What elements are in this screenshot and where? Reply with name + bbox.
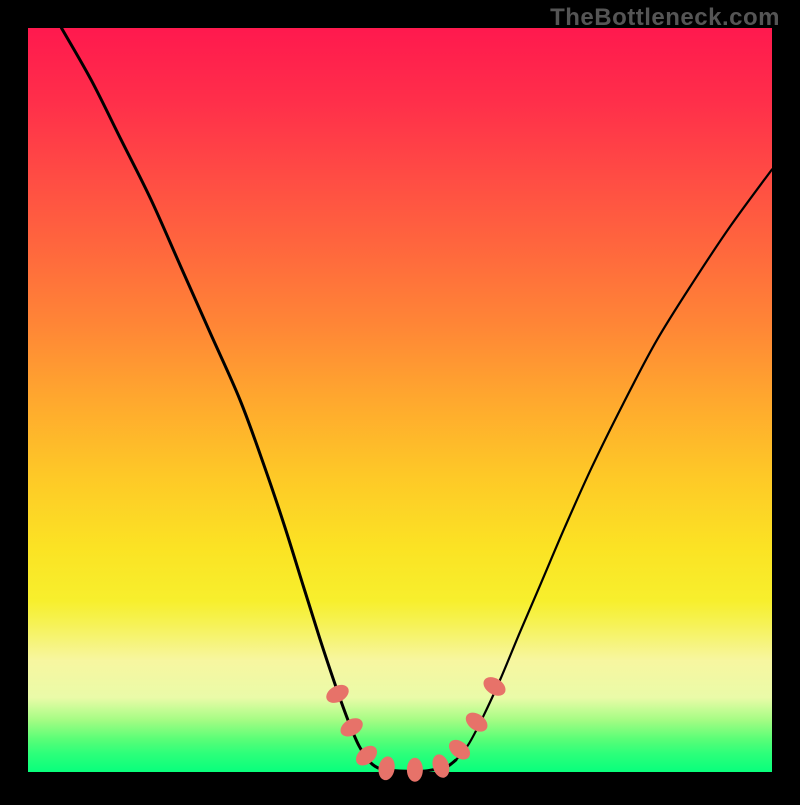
chart-frame: TheBottleneck.com	[0, 0, 800, 800]
marker-capsule	[407, 758, 423, 782]
bottleneck-chart	[0, 0, 800, 800]
gradient-background	[28, 28, 772, 772]
watermark-label: TheBottleneck.com	[550, 4, 780, 32]
